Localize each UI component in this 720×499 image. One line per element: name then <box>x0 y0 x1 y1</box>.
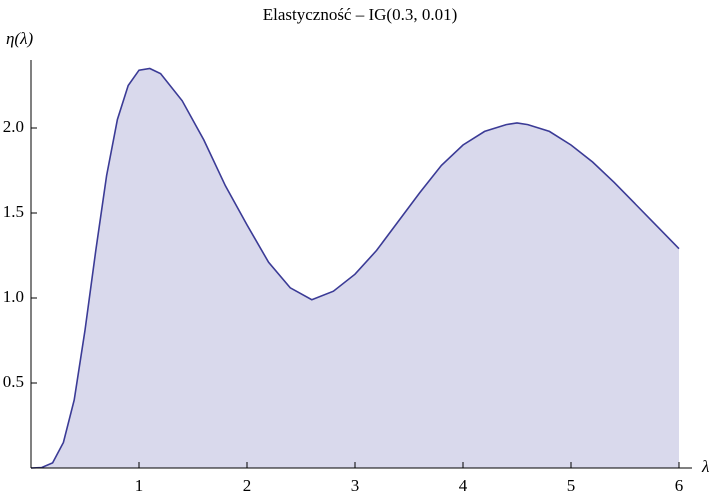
y-tick-label: 2.0 <box>3 117 24 136</box>
x-tick-label: 6 <box>675 476 684 495</box>
x-tick-label: 1 <box>135 476 144 495</box>
chart-title: Elastyczność – IG(0.3, 0.01) <box>263 5 458 24</box>
area <box>31 68 679 468</box>
x-tick-label: 5 <box>567 476 576 495</box>
plot: 1 2 3 4 5 6 0.5 1.0 1.5 2.0 <box>3 60 692 495</box>
x-axis-label: λ <box>701 457 709 476</box>
y-tick-label: 1.5 <box>3 202 24 221</box>
x-tick-label: 3 <box>351 476 360 495</box>
y-axis-label: η(λ) <box>6 29 33 48</box>
y-tick-label: 0.5 <box>3 372 24 391</box>
x-tick-label: 4 <box>459 476 468 495</box>
y-tick-label: 1.0 <box>3 287 24 306</box>
line <box>30 67 680 469</box>
x-tick-label: 2 <box>243 476 252 495</box>
